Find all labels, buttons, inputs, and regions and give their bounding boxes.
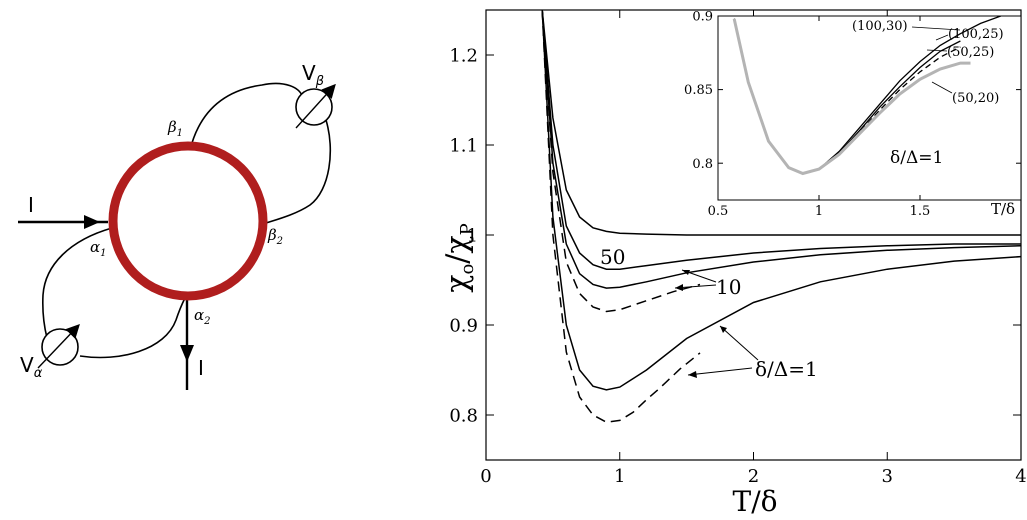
inset-annotation-delta-1: δ/Δ=1 [890, 148, 943, 168]
inset-background [717, 15, 1022, 201]
x-tick-label: 1 [614, 466, 625, 487]
chart-svg: 0 1 2 3 4 0.8 0.9 1 1.1 1.2 χo/χP T/δ 50 10 δ/Δ=1… [440, 9, 1027, 518]
annotation-10-arrowhead-bottom [675, 284, 683, 291]
v-beta-variable-arrow [295, 83, 336, 129]
y-tick-label: 0.85 [684, 83, 713, 98]
series-line-0 [541, 10, 1021, 236]
current-in-arrow-icon [84, 215, 100, 229]
ring-icon [108, 141, 268, 301]
inset-annotation-100-30: (100,30) [852, 19, 908, 34]
x-tick-label: 3 [882, 466, 893, 487]
circuit-diagram: I I α1 α2 β1 β2 Vβ Vα [0, 0, 420, 516]
susceptibility-chart: 0 1 2 3 4 0.8 0.9 1 1.1 1.2 χo/χP T/δ 50 10 δ/Δ=1… [420, 0, 1027, 518]
terminal-alpha2-label: α2 [194, 306, 211, 327]
series-line-2 [541, 10, 1021, 289]
x-tick-label: 0.5 [708, 204, 729, 219]
x-tick-label: 0 [480, 466, 491, 487]
y-tick-label: 0.9 [449, 315, 478, 336]
v-alpha-source-icon [41, 328, 79, 366]
series-line-4 [541, 10, 1021, 391]
terminal-beta1-label: β1 [167, 118, 183, 139]
current-in-label: I [28, 193, 34, 217]
terminal-alpha1-label: α1 [90, 238, 107, 259]
inset-x-axis-label: T/δ [991, 200, 1015, 218]
v-beta-label: Vβ [302, 61, 324, 89]
main-series [541, 10, 1021, 423]
y-tick-label: 1.2 [449, 45, 478, 66]
y-tick-label: 1.1 [449, 135, 478, 156]
wire-beta1-to-vbeta [189, 82, 303, 151]
annotation-delta-arrow-bottom [687, 367, 753, 376]
annotation-delta-arrowhead-bottom [688, 371, 697, 378]
x-tick-label: 1.5 [910, 204, 931, 219]
wire-valpha-to-alpha2 [79, 297, 186, 359]
y-axis-label: χo/χP [440, 223, 478, 292]
y-tick-label: 0.9 [692, 10, 713, 25]
y-tick-label: 0.8 [692, 157, 713, 172]
annotation-50: 50 [600, 245, 625, 269]
x-axis-label: T/δ [733, 485, 778, 516]
annotation-10: 10 [716, 275, 741, 299]
series-line-5 [541, 10, 701, 423]
series-line-3 [732, 18, 971, 176]
v-alpha-variable-arrow [37, 323, 80, 369]
annotation-delta-arrowhead-top [720, 326, 727, 333]
terminal-beta2-label: β2 [267, 226, 283, 247]
x-tick-label: 2 [748, 466, 759, 487]
inset-arrow-100-30 [911, 26, 961, 31]
inset-arrow-100-25 [935, 34, 949, 41]
series-line-2 [733, 18, 961, 175]
inset-annotation-50-20: (50,20) [952, 91, 999, 106]
inset-arrow-50-20 [931, 81, 953, 94]
y-tick-label: 1 [467, 225, 478, 246]
x-tick-label: 1 [815, 204, 823, 219]
x-tick-label: 4 [1015, 466, 1026, 487]
inset-ticks: 0.5 1 1.5 0.8 0.85 0.9 [684, 10, 1021, 219]
annotation-delta-1: δ/Δ=1 [755, 357, 818, 381]
y-tick-label: 0.8 [449, 405, 478, 426]
main-ticks: 0 1 2 3 4 0.8 0.9 1 1.1 1.2 [449, 10, 1027, 487]
series-line-3 [541, 10, 701, 313]
circuit-svg: I I α1 α2 β1 β2 Vβ Vα [18, 61, 336, 390]
annotation-delta-arrow-top [719, 325, 759, 361]
annotation-10-arrowhead-top [682, 270, 690, 275]
inset-annotation-50-25: (50,25) [947, 45, 994, 60]
current-out-arrow-icon [180, 345, 194, 362]
inset-series [732, 16, 1002, 176]
current-out-label: I [198, 356, 204, 380]
v-alpha-label: Vα [20, 353, 43, 381]
series-line-1 [541, 10, 1021, 270]
wire-vbeta-to-beta2 [262, 119, 332, 225]
wire-alpha1-to-valpha [42, 227, 113, 339]
inset-annotation-100-25: (100,25) [948, 27, 1004, 42]
inset-arrow-50-25 [926, 49, 948, 52]
